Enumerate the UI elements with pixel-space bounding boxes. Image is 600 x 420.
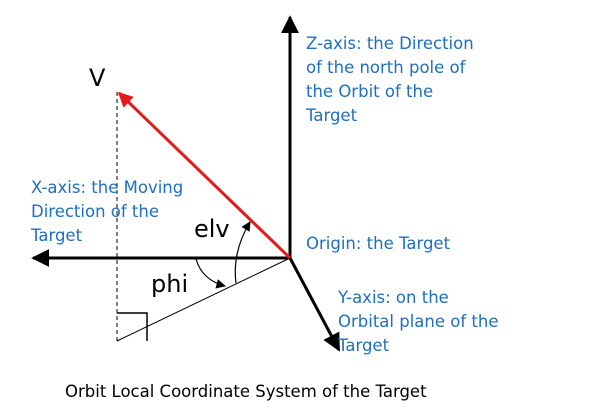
elevation-arc bbox=[234, 221, 251, 284]
x-axis-label: X-axis: the Moving Direction of the Targ… bbox=[31, 178, 184, 245]
projection-line bbox=[116, 257, 291, 342]
vector-v bbox=[117, 91, 292, 260]
diagram-caption: Orbit Local Coordinate System of the Tar… bbox=[65, 382, 427, 401]
y-axis-label: Y-axis: on the Orbital plane of the Targ… bbox=[338, 288, 499, 355]
origin-label: Origin: the Target bbox=[306, 234, 451, 253]
azimuth-label: phi bbox=[151, 270, 189, 298]
elevation-label: elv bbox=[194, 215, 230, 243]
z-axis-label: Z-axis: the Direction of the north pole … bbox=[306, 34, 474, 125]
y-axis-line bbox=[288, 257, 341, 352]
vector-label: V bbox=[89, 64, 106, 92]
azimuth-arc bbox=[195, 258, 226, 289]
right-angle-marker bbox=[117, 312, 148, 341]
